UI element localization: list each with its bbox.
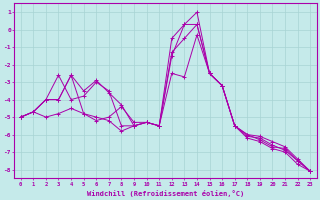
X-axis label: Windchill (Refroidissement éolien,°C): Windchill (Refroidissement éolien,°C) [87,190,244,197]
